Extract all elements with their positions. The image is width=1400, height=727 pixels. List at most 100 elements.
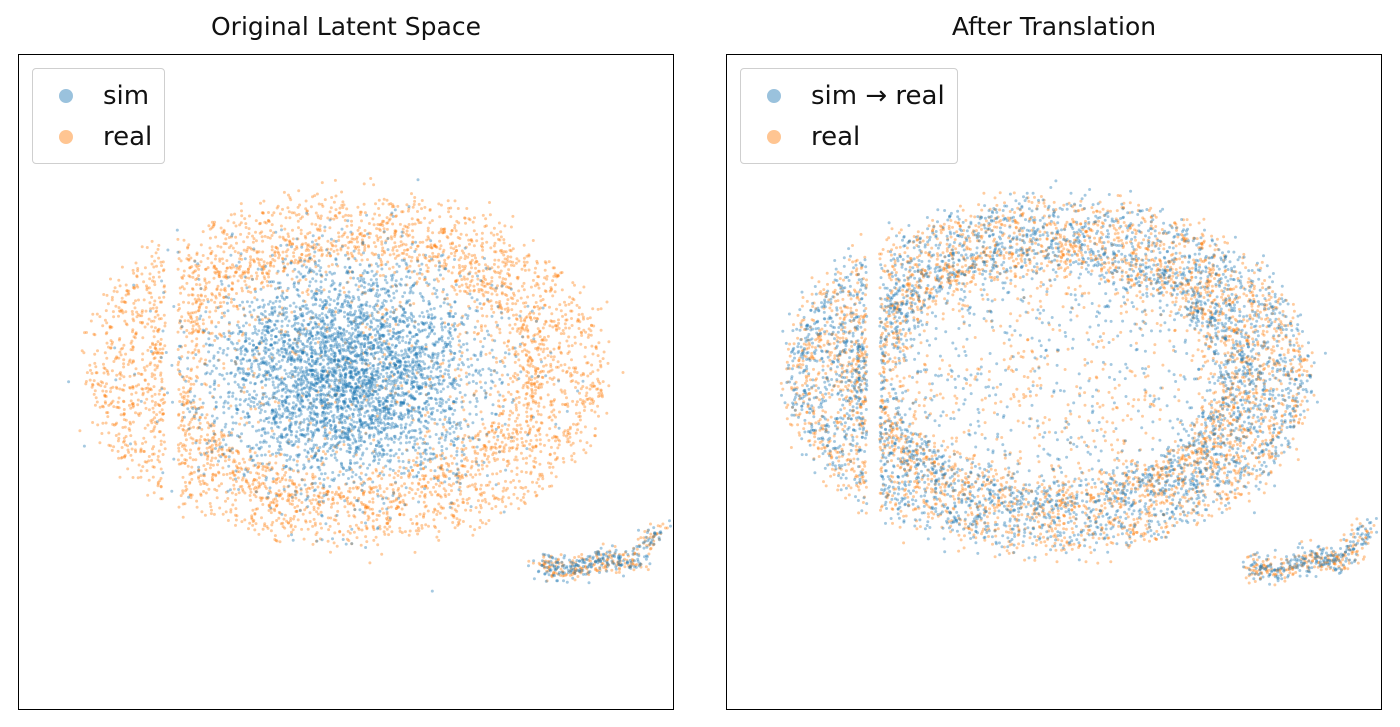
scatter-point bbox=[468, 242, 471, 246]
scatter-point bbox=[253, 478, 256, 481]
scatter-point bbox=[286, 286, 290, 290]
scatter-point bbox=[300, 501, 304, 504]
scatter-point bbox=[291, 242, 295, 246]
scatter-point bbox=[340, 203, 344, 207]
scatter-point bbox=[515, 447, 519, 451]
scatter-point bbox=[376, 236, 380, 240]
scatter-point bbox=[482, 294, 486, 298]
scatter-point bbox=[275, 206, 279, 210]
scatter-point bbox=[539, 450, 543, 454]
scatter-point bbox=[526, 334, 530, 338]
scatter-point bbox=[307, 457, 311, 461]
scatter-point bbox=[432, 244, 436, 248]
scatter-point bbox=[365, 311, 369, 315]
scatter-point bbox=[129, 399, 133, 403]
scatter-point bbox=[377, 514, 381, 517]
scatter-point bbox=[158, 389, 162, 392]
scatter-point bbox=[295, 430, 299, 434]
scatter-point bbox=[226, 434, 230, 438]
scatter-point bbox=[128, 358, 132, 362]
scatter-point bbox=[507, 449, 511, 453]
scatter-point bbox=[324, 270, 328, 274]
scatter-point bbox=[334, 490, 338, 494]
scatter-point bbox=[105, 382, 108, 386]
scatter-point bbox=[460, 440, 464, 444]
scatter-point bbox=[249, 400, 253, 403]
scatter-point bbox=[268, 254, 272, 258]
scatter-point bbox=[569, 372, 573, 375]
scatter-point bbox=[153, 403, 157, 407]
scatter-point bbox=[437, 378, 441, 382]
scatter-point bbox=[139, 469, 143, 473]
scatter-point bbox=[480, 499, 484, 503]
scatter-point bbox=[586, 335, 590, 339]
scatter-point bbox=[536, 275, 540, 279]
scatter-point bbox=[502, 450, 506, 454]
scatter-point bbox=[485, 434, 489, 438]
scatter-point bbox=[197, 469, 200, 473]
scatter-point bbox=[553, 435, 557, 439]
scatter-point bbox=[309, 401, 313, 405]
scatter-point bbox=[291, 237, 295, 241]
scatter-point bbox=[145, 469, 149, 473]
scatter-point bbox=[382, 530, 386, 534]
scatter-point bbox=[239, 466, 243, 470]
scatter-point bbox=[372, 183, 376, 187]
scatter-point bbox=[255, 251, 259, 255]
scatter-point bbox=[197, 446, 201, 450]
scatter-point bbox=[449, 454, 453, 458]
scatter-point bbox=[206, 421, 210, 425]
scatter-point bbox=[189, 369, 193, 372]
scatter-point bbox=[122, 440, 125, 444]
scatter-point bbox=[432, 485, 436, 489]
scatter-point bbox=[249, 313, 253, 317]
scatter-point bbox=[461, 464, 465, 468]
scatter-point bbox=[197, 406, 201, 410]
scatter-point bbox=[461, 520, 465, 523]
scatter-point bbox=[124, 352, 128, 356]
scatter-point bbox=[430, 493, 434, 497]
scatter-point bbox=[139, 475, 143, 479]
scatter-point bbox=[287, 492, 291, 496]
scatter-point bbox=[210, 292, 214, 296]
scatter-point bbox=[494, 356, 498, 360]
scatter-point bbox=[395, 289, 399, 293]
scatter-point bbox=[206, 266, 210, 270]
scatter-point bbox=[477, 269, 481, 273]
scatter-point bbox=[84, 382, 88, 386]
scatter-point bbox=[484, 278, 487, 282]
scatter-point bbox=[352, 420, 356, 424]
scatter-point bbox=[141, 442, 144, 445]
scatter-point bbox=[158, 351, 161, 355]
scatter-point bbox=[283, 377, 287, 381]
scatter-point bbox=[308, 252, 312, 256]
scatter-point bbox=[578, 391, 581, 395]
scatter-point bbox=[203, 277, 207, 281]
scatter-point bbox=[184, 484, 188, 488]
scatter-point bbox=[135, 274, 139, 278]
scatter-point bbox=[400, 251, 404, 255]
scatter-point bbox=[277, 489, 281, 493]
scatter-point bbox=[481, 521, 484, 525]
scatter-point bbox=[579, 387, 583, 391]
scatter-point bbox=[522, 288, 526, 292]
scatter-point bbox=[184, 391, 188, 395]
scatter-point bbox=[430, 246, 434, 250]
scatter-point bbox=[251, 258, 255, 262]
scatter-point bbox=[155, 413, 159, 417]
scatter-point bbox=[481, 467, 484, 471]
scatter-point bbox=[219, 301, 222, 305]
scatter-point bbox=[385, 198, 389, 202]
scatter-point bbox=[450, 229, 454, 233]
scatter-point bbox=[385, 321, 389, 325]
scatter-point bbox=[449, 469, 453, 473]
scatter-point bbox=[249, 255, 252, 259]
scatter-point bbox=[323, 198, 327, 202]
scatter-point bbox=[510, 308, 514, 312]
scatter-point bbox=[502, 398, 506, 402]
scatter-point bbox=[286, 521, 290, 525]
scatter-point bbox=[459, 378, 463, 382]
scatter-point bbox=[197, 329, 201, 333]
scatter-point bbox=[218, 506, 222, 510]
scatter-point bbox=[115, 421, 119, 425]
